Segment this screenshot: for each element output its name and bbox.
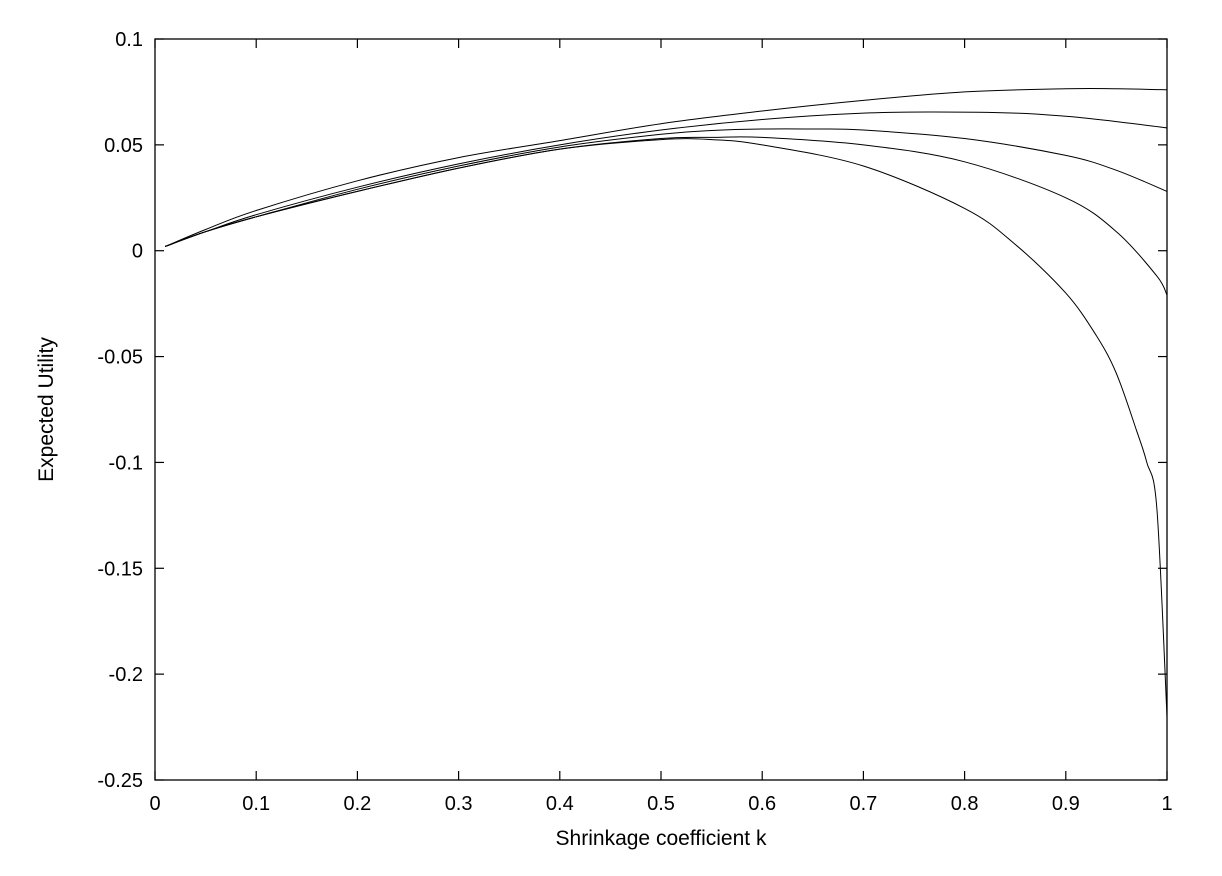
series-line-3 <box>164 128 1168 247</box>
y-tick-label: 0.05 <box>104 135 143 157</box>
y-tick-label: 0.1 <box>115 29 143 51</box>
y-tick-label: -0.1 <box>109 452 143 474</box>
y-axis-label: Expected Utility <box>35 337 58 482</box>
y-tick-label: -0.05 <box>97 347 143 369</box>
plot-area-frame <box>154 38 1168 781</box>
x-tick-label: 0.3 <box>445 793 473 815</box>
series-line-1 <box>164 87 1168 247</box>
series-line-5 <box>164 138 1168 717</box>
y-tick-label: -0.2 <box>109 664 143 686</box>
x-tick-label: 0.1 <box>242 793 270 815</box>
x-tick-label: 1 <box>1161 793 1172 815</box>
series-line-4 <box>164 136 1168 296</box>
x-tick-label: 0.8 <box>951 793 979 815</box>
y-tick-label: 0 <box>132 241 143 263</box>
x-tick-label: 0.6 <box>748 793 776 815</box>
x-tick-label: 0 <box>149 793 160 815</box>
x-tick-label: 0.9 <box>1052 793 1080 815</box>
ticks-layer: 0 0.1 0.2 0.3 0.4 0.5 0.6 0.7 0.8 0.9 1 0.1 0.05 0 -0.… <box>97 29 1172 815</box>
x-tick-label: 0.5 <box>647 793 675 815</box>
x-tick-label: 0.4 <box>546 793 574 815</box>
y-tick-label: -0.15 <box>97 558 143 580</box>
series-layer <box>164 87 1168 717</box>
x-tick-label: 0.7 <box>849 793 877 815</box>
series-line-2 <box>164 111 1168 247</box>
x-axis-label: Shrinkage coefficient k <box>556 827 767 850</box>
y-tick-label: -0.25 <box>97 770 143 792</box>
x-tick-label: 0.2 <box>343 793 371 815</box>
